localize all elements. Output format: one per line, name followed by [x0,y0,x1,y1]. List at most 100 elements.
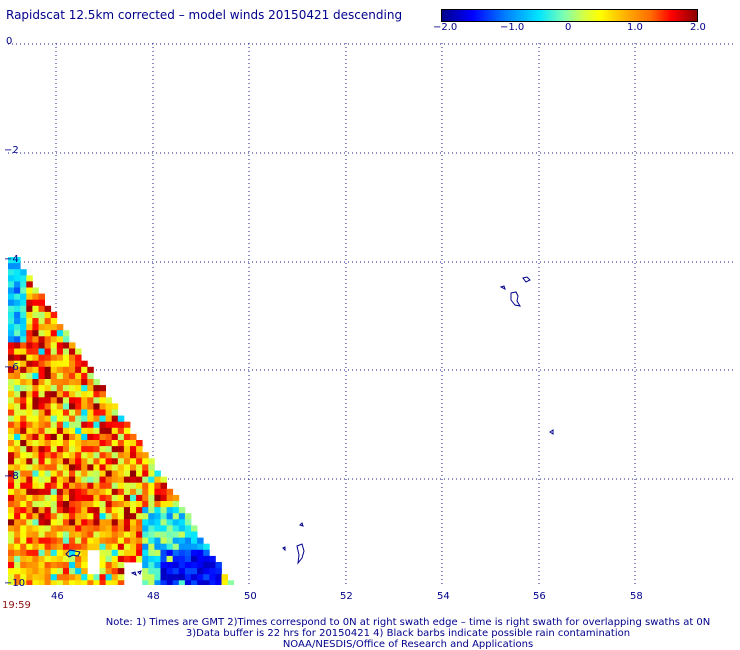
wind-cell [56,549,64,557]
wind-cell [38,580,45,585]
wind-cells [8,257,235,585]
wind-cell [69,409,76,416]
wind-cell [56,379,64,386]
wind-cell [166,580,174,585]
wind-cell [197,543,204,551]
wind-cell [154,482,161,490]
wind-cell [154,519,161,526]
wind-cell [99,531,106,538]
wind-cell [44,543,52,551]
wind-cell [142,580,149,585]
wind-cell [111,519,119,526]
wind-cell [56,415,64,423]
wind-cell [14,372,21,380]
wind-cell [26,446,33,453]
wind-cell [117,568,125,575]
wind-cell [81,476,88,484]
wind-cell [56,580,64,585]
wind-cell [20,525,27,532]
wind-cell [8,403,15,410]
wind-cell [8,440,15,447]
wind-cell [38,470,45,477]
wind-cell [136,555,143,563]
wind-cell [56,403,64,410]
wind-cell [50,507,58,514]
wind-cell [56,372,64,380]
wind-cell [111,574,119,581]
wind-cell [117,421,125,429]
wind-cell [172,519,180,526]
wind-cell [123,519,131,526]
wind-cell [87,488,94,496]
wind-cell [105,464,113,471]
wind-cell [75,476,82,484]
wind-cell [14,360,21,368]
wind-cell [50,452,58,459]
wind-cell [62,482,70,490]
wind-cell [166,574,174,581]
wind-cell [69,531,76,538]
wind-cell [38,452,45,459]
wind-cell [123,555,131,563]
wind-cell [32,440,39,447]
wind-cell [87,519,94,526]
wind-cell [20,311,27,319]
wind-cell [148,476,155,484]
wind-cell [44,336,52,343]
wind-cell [62,562,70,569]
wind-cell [105,543,113,551]
wind-cell [87,580,94,585]
wind-cell [75,519,82,526]
wind-cell [38,293,45,301]
wind-cell [32,348,39,355]
wind-cell [38,311,45,319]
wind-cell [44,433,52,441]
wind-cell [130,525,137,532]
wind-cell [136,446,143,453]
wind-cell [8,562,15,569]
wind-cell [93,421,100,429]
wind-cell [62,568,70,575]
wind-cell [62,372,70,380]
wind-cell [105,421,113,429]
wind-cell [81,519,88,526]
wind-cell [26,391,33,398]
wind-cell [14,330,21,337]
wind-cell [14,537,21,545]
wind-cell [32,549,39,557]
wind-cell [142,513,149,520]
wind-cell [20,543,27,551]
wind-cell [50,324,58,331]
wind-cell [75,348,82,355]
wind-cell [69,458,76,465]
wind-cell [142,562,149,569]
wind-cell [44,482,52,490]
wind-cell [184,525,192,532]
wind-cell [154,555,161,563]
wind-cell [50,403,58,410]
wind-cell [44,305,52,313]
wind-cell [69,555,76,563]
island-outline [137,570,142,575]
wind-cell [178,525,186,532]
wind-cell [62,501,70,508]
wind-cell [160,513,167,520]
wind-cell [130,440,137,447]
wind-cell [50,476,58,484]
wind-cell [44,421,52,429]
wind-cell [142,494,149,502]
wind-cell [160,543,167,551]
wind-cell [32,568,39,575]
wind-cell [75,379,82,386]
wind-cell [166,525,174,532]
wind-cell [172,543,180,551]
wind-cell [184,562,192,569]
wind-cell [62,555,70,563]
wind-cell [142,568,149,575]
wind-cell [62,452,70,459]
wind-cell [123,440,131,447]
wind-cell [136,488,143,496]
wind-cell [93,379,100,386]
wind-cell [26,342,33,349]
wind-cell [20,379,27,386]
